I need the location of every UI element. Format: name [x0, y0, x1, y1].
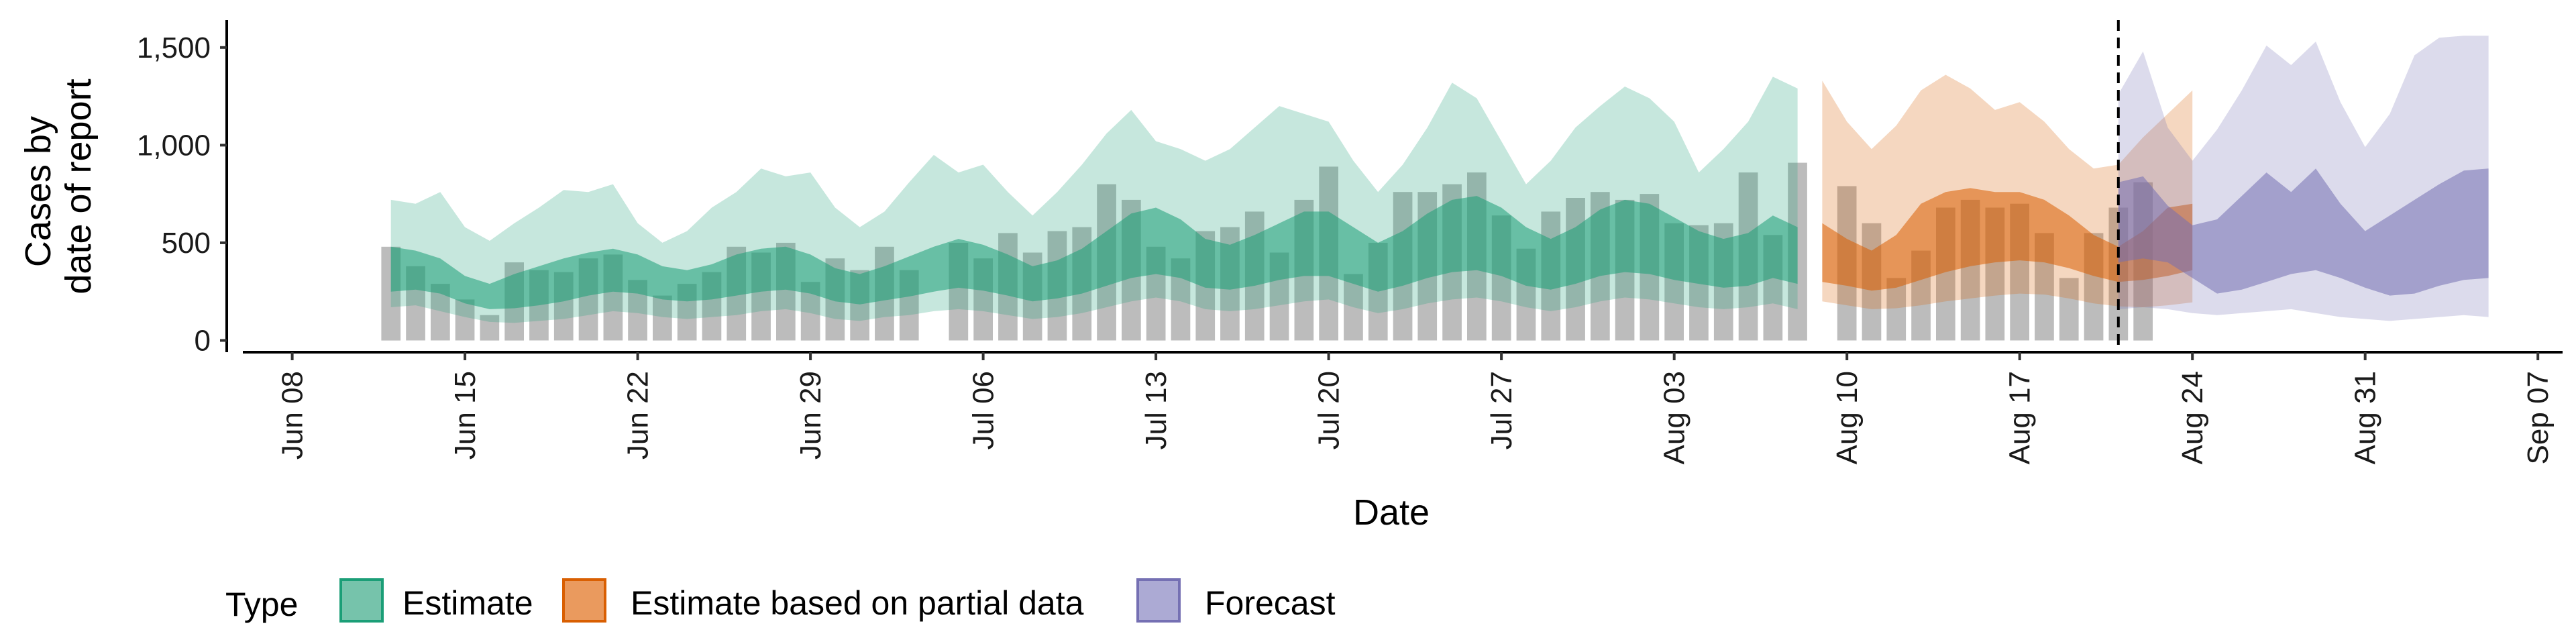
legend-key-estimate — [339, 578, 384, 623]
x-axis-title: Date — [1353, 492, 1430, 533]
y-tick-label: 500 — [162, 227, 211, 260]
x-tick-label: Aug 17 — [2004, 371, 2037, 464]
case-bar — [2059, 278, 2079, 341]
y-tick-label: 1,500 — [137, 32, 211, 64]
estimate-inner-band — [390, 196, 1798, 309]
y-axis-title: Cases by date of report — [18, 78, 99, 294]
x-tick-label: Jul 27 — [1485, 371, 1518, 449]
x-tick-label: Jun 22 — [622, 371, 655, 460]
x-tick-label: Aug 03 — [1658, 371, 1691, 464]
legend-key-partial — [562, 578, 606, 623]
x-tick-label: Aug 10 — [1831, 371, 1864, 464]
y-axis-title-line-1: Cases by — [18, 116, 58, 267]
x-tick-label: Jun 15 — [449, 371, 482, 460]
y-axis-title-line-2: date of report — [58, 78, 99, 294]
x-tick-label: Jun 29 — [794, 371, 827, 460]
estimate-based-on-partial-data-inner-band — [1822, 188, 2193, 291]
x-tick-label: Jul 13 — [1140, 371, 1173, 449]
case-bar — [455, 299, 475, 341]
y-tick-label: 0 — [195, 325, 211, 358]
legend-title: Type — [225, 586, 298, 623]
legend: Type Estimate Estimate based on partial … — [225, 578, 1336, 623]
x-tick-label: Sep 07 — [2522, 371, 2555, 464]
legend-label-partial: Estimate based on partial data — [631, 584, 1084, 622]
x-tick-label: Aug 24 — [2176, 371, 2209, 464]
x-tick-label: Jul 20 — [1313, 371, 1346, 449]
case-bar — [653, 295, 672, 341]
estimate-bands — [390, 36, 2489, 323]
x-tick-label: Jun 08 — [276, 371, 309, 460]
case-bar — [480, 315, 500, 341]
y-tick-label: 1,000 — [137, 129, 211, 162]
x-axis-ticks: Jun 08 Jun 15 Jun 22 Jun 29 Jul 06 Jul 13 Jul … — [276, 352, 2555, 464]
legend-key-forecast — [1136, 578, 1181, 623]
axes — [225, 20, 2563, 354]
x-tick-label: Aug 31 — [2349, 371, 2382, 464]
forecast-inner-band — [2118, 168, 2489, 296]
y-axis-ticks: 0 500 1,000 1,500 — [137, 32, 227, 358]
legend-label-estimate: Estimate — [402, 584, 533, 622]
legend-label-forecast: Forecast — [1205, 584, 1336, 622]
x-tick-label: Jul 06 — [967, 371, 1000, 449]
